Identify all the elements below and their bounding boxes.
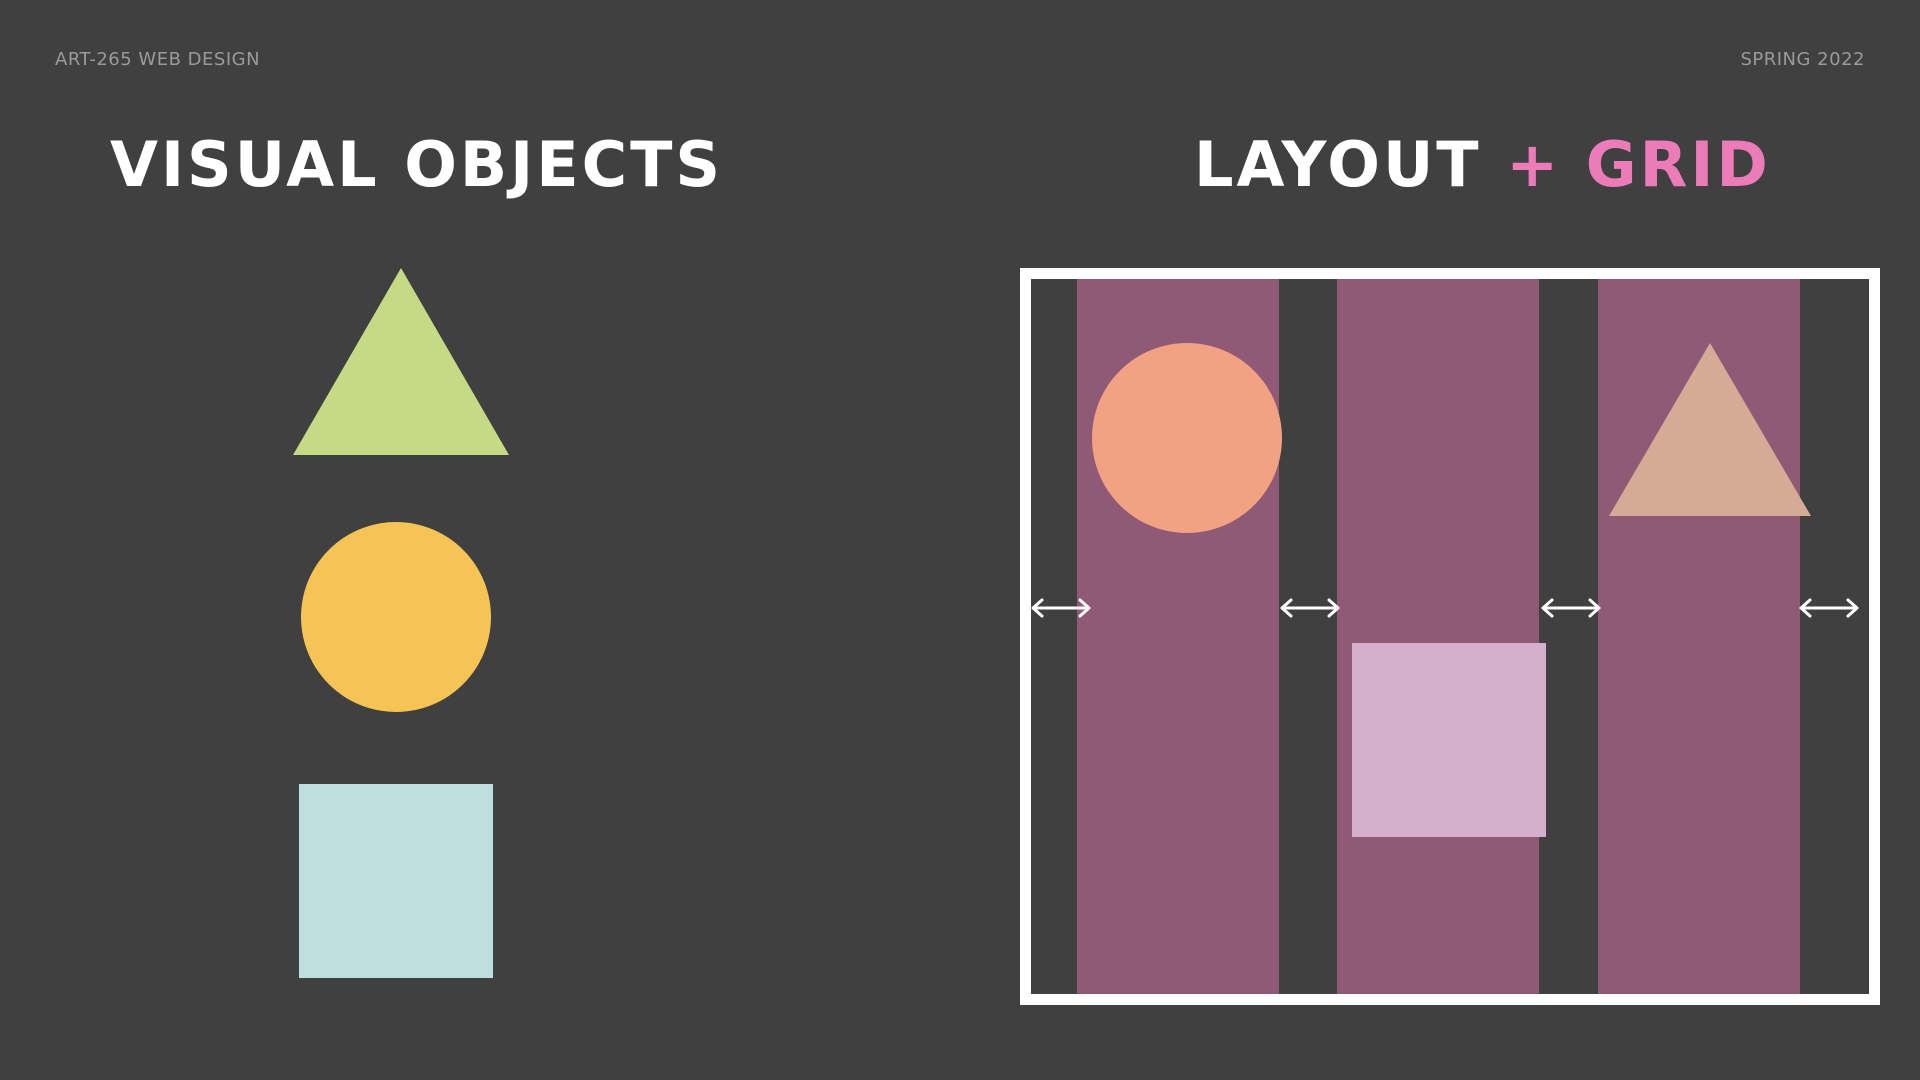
square-shape [299, 784, 493, 978]
course-label: ART-265 WEB DESIGN [55, 49, 261, 70]
triangle-shape [293, 268, 509, 455]
visual-objects-title: VISUAL OBJECTS [110, 128, 724, 201]
grid-frame [1020, 268, 1880, 1005]
double-arrow-horizontal-icon [1799, 598, 1859, 618]
layout-title-word: LAYOUT [1194, 128, 1482, 201]
layout-grid-title: LAYOUT + GRID [1194, 128, 1771, 201]
grid-circle-shape [1092, 343, 1282, 533]
grid-triangle-shape [1609, 343, 1811, 516]
circle-shape [301, 522, 491, 712]
grid-column-2 [1337, 279, 1539, 994]
grid-square-shape [1352, 643, 1546, 837]
double-arrow-horizontal-icon [1541, 598, 1601, 618]
grid-title-accent: + GRID [1506, 128, 1771, 201]
term-label: SPRING 2022 [1740, 49, 1865, 70]
double-arrow-horizontal-icon [1280, 598, 1340, 618]
double-arrow-horizontal-icon [1031, 598, 1091, 618]
